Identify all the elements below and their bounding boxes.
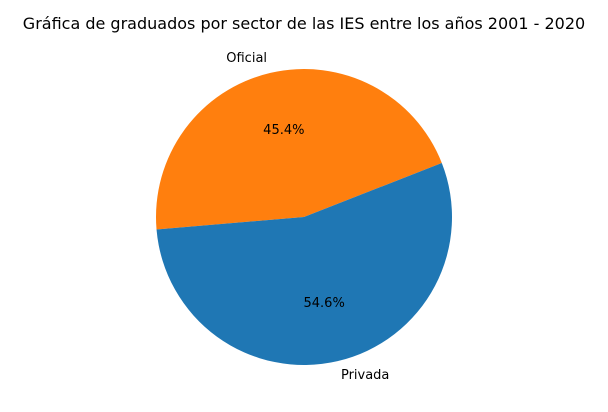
pie-slice-privada	[156, 162, 452, 365]
chart-title: Gráfica de graduados por sector de las I…	[23, 14, 585, 33]
pie-slices	[156, 68, 452, 365]
slice-label-oficial: Oficial	[226, 51, 267, 66]
slice-percent-privada: 54.6%	[304, 296, 345, 311]
pie-labels: Oficial 45.4% Privada 54.6%	[226, 51, 389, 383]
slice-label-privada: Privada	[341, 368, 389, 383]
slice-percent-oficial: 45.4%	[263, 123, 304, 138]
pie-slice-oficial	[156, 68, 442, 230]
